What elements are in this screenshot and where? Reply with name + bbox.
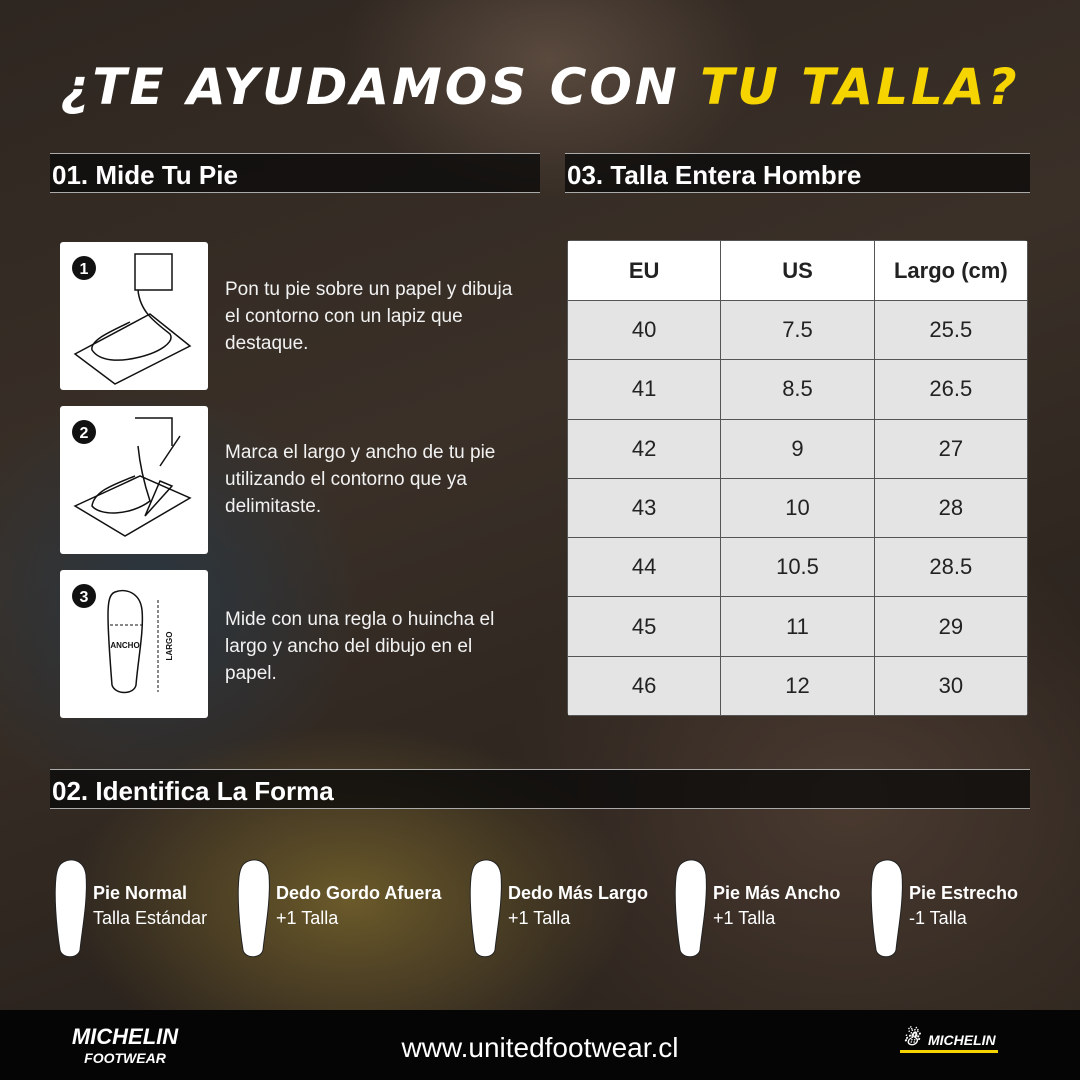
svg-text:ANCHO: ANCHO bbox=[110, 641, 139, 650]
section-3-heading: 03. Talla Entera Hombre bbox=[565, 153, 1030, 193]
table-row: 45 11 29 bbox=[567, 596, 1028, 657]
step-3-illustration: 3 ANCHO LARGO bbox=[60, 570, 208, 718]
table-cell: 11 bbox=[720, 596, 875, 657]
michelin-logo: ☃ MICHELIN bbox=[900, 1028, 998, 1053]
table-header: EU US Largo (cm) bbox=[567, 240, 1028, 301]
page-title: ¿TE AYUDAMOS CON TU TALLA? bbox=[60, 58, 1020, 116]
table-row: 40 7.5 25.5 bbox=[567, 299, 1028, 361]
table-cell: 45 bbox=[567, 596, 722, 657]
table-row: 44 10.5 28.5 bbox=[567, 537, 1028, 598]
table-cell: 27 bbox=[873, 418, 1028, 479]
table-cell: 26.5 bbox=[873, 359, 1028, 420]
table-cell: 12 bbox=[720, 655, 875, 716]
table-cell: 29 bbox=[873, 596, 1028, 657]
table-cell: 41 bbox=[567, 359, 722, 420]
shape-size-advice: -1 Talla bbox=[909, 908, 967, 928]
table-row: 41 8.5 26.5 bbox=[567, 359, 1028, 420]
section-1-heading: 01. Mide Tu Pie bbox=[50, 153, 540, 193]
foot-icon bbox=[870, 859, 903, 958]
shape-size-advice: Talla Estándar bbox=[93, 908, 208, 928]
shape-size-advice: +1 Talla bbox=[713, 908, 776, 928]
column-header: EU bbox=[567, 240, 722, 301]
foot-icon bbox=[54, 859, 87, 958]
table-cell: 10 bbox=[720, 477, 875, 539]
table-cell: 25.5 bbox=[873, 299, 1028, 361]
table-cell: 46 bbox=[567, 655, 722, 716]
shape-size-advice: +1 Talla bbox=[276, 908, 339, 928]
shape-size-advice: +1 Talla bbox=[508, 908, 571, 928]
bibendum-icon: ☃ bbox=[902, 1028, 920, 1050]
footer: MICHELIN FOOTWEAR www.unitedfootwear.cl ☃… bbox=[0, 1010, 1080, 1080]
shape-name: Dedo Gordo Afuera bbox=[276, 883, 442, 903]
step-3-text: Mide con una regla o huincha el largo y … bbox=[225, 609, 495, 684]
shape-name: Dedo Más Largo bbox=[508, 883, 649, 903]
column-header: Largo (cm) bbox=[873, 240, 1028, 301]
section-2-heading: 02. Identifica La Forma bbox=[50, 769, 1030, 809]
step-2-illustration: 2 bbox=[60, 406, 208, 554]
svg-text:1: 1 bbox=[80, 261, 89, 278]
shape-name: Pie Normal bbox=[93, 883, 188, 903]
table-row: 43 10 28 bbox=[567, 477, 1028, 539]
foot-icon bbox=[237, 859, 270, 958]
step-1-text: Pon tu pie sobre un papel y dibuja el co… bbox=[225, 279, 513, 354]
table-cell: 44 bbox=[567, 537, 722, 598]
foot-icon bbox=[674, 859, 707, 958]
foot-icon bbox=[469, 859, 502, 958]
shape-name: Pie Más Ancho bbox=[713, 883, 841, 903]
table-cell: 7.5 bbox=[720, 299, 875, 361]
svg-text:2: 2 bbox=[80, 425, 89, 442]
size-table: EU US Largo (cm) 40 7.5 25.5 41 8.5 26.5 42 9 27… bbox=[567, 240, 1028, 716]
column-header: US bbox=[720, 240, 875, 301]
table-cell: 28.5 bbox=[873, 537, 1028, 598]
table-cell: 8.5 bbox=[720, 359, 875, 420]
table-row: 42 9 27 bbox=[567, 418, 1028, 479]
table-cell: 40 bbox=[567, 299, 722, 361]
table-cell: 9 bbox=[720, 418, 875, 479]
table-cell: 43 bbox=[567, 477, 722, 539]
table-cell: 10.5 bbox=[720, 537, 875, 598]
table-cell: 28 bbox=[873, 477, 1028, 539]
step-1-illustration: 1 bbox=[60, 242, 208, 390]
step-2-text: Marca el largo y ancho de tu pie utiliza… bbox=[225, 442, 496, 517]
table-cell: 30 bbox=[873, 655, 1028, 716]
website-url[interactable]: www.unitedfootwear.cl bbox=[401, 1032, 679, 1063]
svg-text:3: 3 bbox=[80, 589, 89, 606]
shape-name: Pie Estrecho bbox=[909, 883, 1019, 903]
table-row: 46 12 30 bbox=[567, 655, 1028, 716]
svg-text:LARGO: LARGO bbox=[165, 632, 174, 661]
table-cell: 42 bbox=[567, 418, 722, 479]
michelin-footwear-logo: MICHELIN FOOTWEAR bbox=[71, 1024, 179, 1066]
